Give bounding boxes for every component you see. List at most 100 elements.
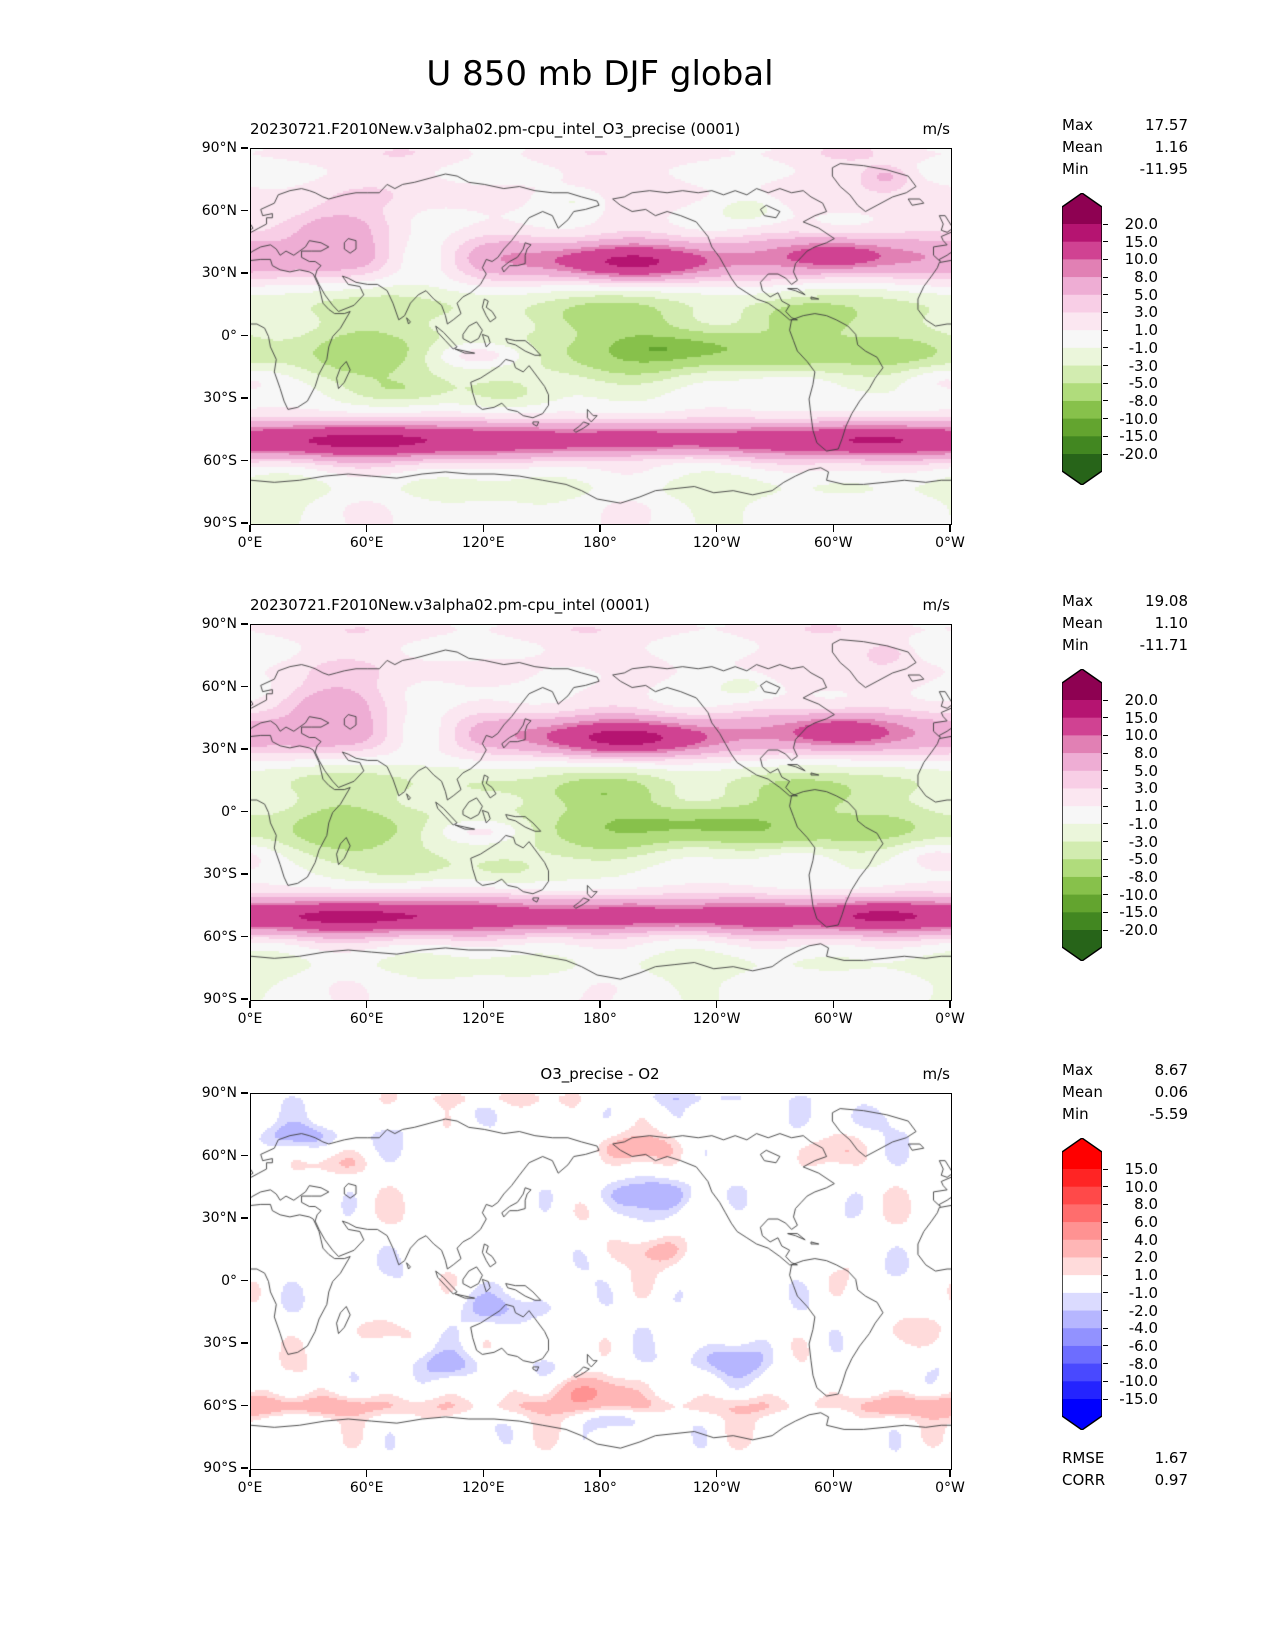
x-tick bbox=[716, 1001, 718, 1008]
colorbar-tick bbox=[1103, 734, 1108, 736]
colorbar-tick bbox=[1103, 1221, 1108, 1223]
colorbar-tick-label: 2.0 bbox=[1134, 1248, 1158, 1267]
colorbar-tick-label: 1.0 bbox=[1134, 797, 1158, 816]
colorbar-tick-label: 1.0 bbox=[1134, 321, 1158, 340]
x-tick bbox=[249, 1470, 251, 1477]
y-tick-label: 60°S bbox=[203, 452, 237, 469]
colorbar-1 bbox=[1062, 193, 1102, 485]
y-tick-label: 30°N bbox=[201, 1210, 237, 1226]
x-tick bbox=[599, 1470, 601, 1477]
colorbar-tick bbox=[1103, 382, 1108, 384]
colorbar-tick-label: 5.0 bbox=[1134, 285, 1158, 304]
colorbar-tick-label: -1.0 bbox=[1128, 1283, 1158, 1302]
y-tick-label: 30°S bbox=[203, 390, 237, 406]
colorbar-tick-label: -3.0 bbox=[1128, 832, 1158, 851]
x-tick bbox=[366, 1470, 368, 1477]
corr-label: CORR bbox=[1062, 1471, 1106, 1489]
x-tick bbox=[716, 525, 718, 532]
stat-row-max: Max 17.57 bbox=[1062, 114, 1188, 136]
colorbar-tick-label: -8.0 bbox=[1128, 1354, 1158, 1373]
stat-label-min: Min bbox=[1062, 636, 1089, 654]
colorbar-tick-label: 15.0 bbox=[1124, 1160, 1158, 1178]
y-tick bbox=[241, 1279, 248, 1282]
colorbar-tick bbox=[1103, 276, 1108, 278]
colorbar-tick bbox=[1103, 1310, 1108, 1312]
stat-row-min: Min -11.71 bbox=[1062, 634, 1188, 656]
rmse-corr-block: RMSE 1.67 CORR 0.97 bbox=[1062, 1447, 1188, 1491]
x-tick-label: 60°W bbox=[813, 535, 853, 551]
colorbar-tick-label: 10.0 bbox=[1124, 250, 1158, 269]
colorbar-tick bbox=[1103, 365, 1108, 367]
x-tick-label: 120°W bbox=[692, 535, 741, 551]
stat-value-mean: 1.10 bbox=[1154, 614, 1188, 632]
y-tick-label: 90°N bbox=[201, 616, 237, 632]
colorbar-tick-label: -15.0 bbox=[1119, 427, 1158, 446]
colorbar-tick-label: -1.0 bbox=[1128, 338, 1158, 357]
y-tick-label: 60°N bbox=[201, 202, 237, 219]
colorbar-tick-label: 20.0 bbox=[1124, 215, 1158, 233]
y-tick bbox=[241, 397, 248, 399]
colorbar-tick-label: 4.0 bbox=[1134, 1230, 1158, 1249]
stat-label-min: Min bbox=[1062, 1105, 1089, 1123]
x-tick bbox=[832, 1001, 834, 1008]
panel-2-units: m/s bbox=[922, 596, 950, 614]
y-tick bbox=[241, 935, 248, 938]
x-tick bbox=[832, 1470, 834, 1477]
panel-1-stats: Max 17.57 Mean 1.16 Min -11.95 bbox=[1062, 114, 1188, 180]
colorbar-tick bbox=[1103, 435, 1108, 437]
colorbar-tick-label: -2.0 bbox=[1128, 1301, 1158, 1320]
colorbar-tick-label: -15.0 bbox=[1119, 1390, 1158, 1408]
stat-row-min: Min -5.59 bbox=[1062, 1103, 1188, 1125]
colorbar-tick-label: 6.0 bbox=[1134, 1213, 1158, 1232]
y-tick bbox=[241, 522, 248, 524]
stat-value-max: 19.08 bbox=[1145, 592, 1188, 610]
colorbar-3 bbox=[1062, 1138, 1102, 1430]
colorbar-tick-label: -5.0 bbox=[1128, 850, 1158, 869]
colorbar-tick-label: 20.0 bbox=[1124, 691, 1158, 709]
y-tick-label: 0° bbox=[221, 327, 237, 344]
y-tick-label: 90°S bbox=[203, 515, 237, 531]
colorbar-tick bbox=[1103, 911, 1108, 913]
colorbar-tick bbox=[1103, 752, 1108, 754]
x-tick-label: 120°E bbox=[462, 1480, 505, 1496]
y-tick bbox=[241, 685, 248, 688]
panel-2-title-row: 20230721.F2010New.v3alpha02.pm-cpu_intel… bbox=[250, 595, 950, 617]
panel-3-title: O3_precise - O2 bbox=[540, 1065, 660, 1083]
y-tick-label: 30°S bbox=[203, 866, 237, 882]
colorbar-tick bbox=[1103, 1327, 1108, 1329]
colorbar-tick bbox=[1103, 453, 1108, 455]
map-panel-1 bbox=[250, 148, 952, 525]
y-tick bbox=[241, 1342, 248, 1344]
colorbar-tick bbox=[1103, 1203, 1108, 1205]
colorbar-tick-label: 3.0 bbox=[1134, 303, 1158, 322]
x-tick bbox=[949, 1470, 951, 1477]
colorbar-tick-label: 5.0 bbox=[1134, 761, 1158, 780]
x-tick bbox=[482, 525, 484, 532]
colorbar-tick-label: -20.0 bbox=[1119, 445, 1158, 463]
x-tick-label: 0°E bbox=[237, 1011, 263, 1027]
x-tick-label: 0°E bbox=[237, 1480, 263, 1496]
stat-label-mean: Mean bbox=[1062, 1083, 1103, 1101]
y-tick-label: 90°N bbox=[201, 140, 237, 156]
colorbar-tick-label: -3.0 bbox=[1128, 356, 1158, 375]
y-tick bbox=[241, 810, 248, 813]
y-tick-label: 30°S bbox=[203, 1335, 237, 1351]
colorbar-tick bbox=[1103, 858, 1108, 860]
x-tick bbox=[949, 1001, 951, 1008]
colorbar-tick bbox=[1103, 1168, 1108, 1170]
x-tick bbox=[599, 1001, 601, 1008]
x-tick bbox=[599, 525, 601, 532]
x-tick bbox=[366, 525, 368, 532]
y-tick-label: 60°S bbox=[203, 1397, 237, 1414]
colorbar-tick-label: -15.0 bbox=[1119, 903, 1158, 922]
colorbar-2 bbox=[1062, 669, 1102, 961]
panel-2-title: 20230721.F2010New.v3alpha02.pm-cpu_intel… bbox=[250, 596, 650, 614]
colorbar-tick bbox=[1103, 258, 1108, 260]
x-tick bbox=[482, 1001, 484, 1008]
y-tick-label: 90°N bbox=[201, 1085, 237, 1101]
panel-1-title: 20230721.F2010New.v3alpha02.pm-cpu_intel… bbox=[250, 120, 741, 138]
rmse-label: RMSE bbox=[1062, 1449, 1105, 1467]
colorbar-tick bbox=[1103, 894, 1108, 896]
x-tick-label: 0°E bbox=[237, 535, 263, 551]
map-panel-3 bbox=[250, 1093, 952, 1470]
